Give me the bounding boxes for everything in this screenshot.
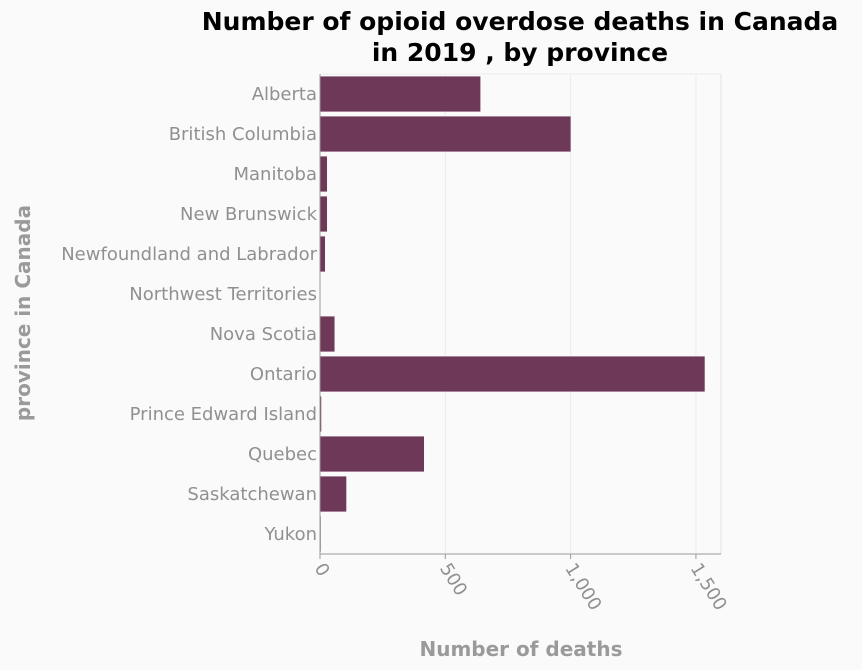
bar bbox=[320, 236, 326, 272]
bar bbox=[320, 356, 705, 392]
chart-title-line-2: in 2019 , by province bbox=[372, 38, 668, 67]
category-label: Saskatchewan bbox=[187, 484, 317, 505]
category-label: Nova Scotia bbox=[210, 324, 317, 345]
bar bbox=[320, 476, 347, 512]
category-label: Prince Edward Island bbox=[130, 404, 317, 425]
category-label: British Columbia bbox=[169, 124, 317, 145]
category-label: Yukon bbox=[263, 524, 317, 545]
chart-title-line-1: Number of opioid overdose deaths in Cana… bbox=[202, 7, 839, 36]
bar bbox=[320, 436, 425, 472]
bars bbox=[320, 76, 705, 552]
bar bbox=[320, 76, 481, 112]
x-tick-label: 0 bbox=[310, 560, 334, 581]
x-tick-label: 500 bbox=[435, 560, 471, 600]
x-tick-label: 1,000 bbox=[560, 560, 605, 615]
category-label: Northwest Territories bbox=[129, 284, 317, 305]
x-axis-title: Number of deaths bbox=[419, 637, 622, 661]
bar bbox=[320, 196, 328, 232]
bar bbox=[320, 116, 571, 152]
category-label: Quebec bbox=[248, 444, 317, 465]
bar bbox=[320, 156, 328, 192]
category-label: New Brunswick bbox=[180, 204, 318, 225]
x-tick-label: 1,500 bbox=[686, 560, 731, 615]
y-axis-title: province in Canada bbox=[11, 205, 35, 421]
x-tick-labels: 0 500 1,000 1,500 bbox=[310, 554, 731, 614]
bar bbox=[320, 316, 335, 352]
category-label: Newfoundland and Labrador bbox=[61, 244, 317, 265]
bar bbox=[320, 396, 322, 432]
grid-lines bbox=[320, 73, 722, 554]
category-labels: Alberta British Columbia Manitoba New Bruns… bbox=[61, 84, 317, 545]
category-label: Alberta bbox=[252, 84, 317, 105]
category-label: Ontario bbox=[250, 364, 317, 385]
category-label: Manitoba bbox=[234, 164, 318, 185]
